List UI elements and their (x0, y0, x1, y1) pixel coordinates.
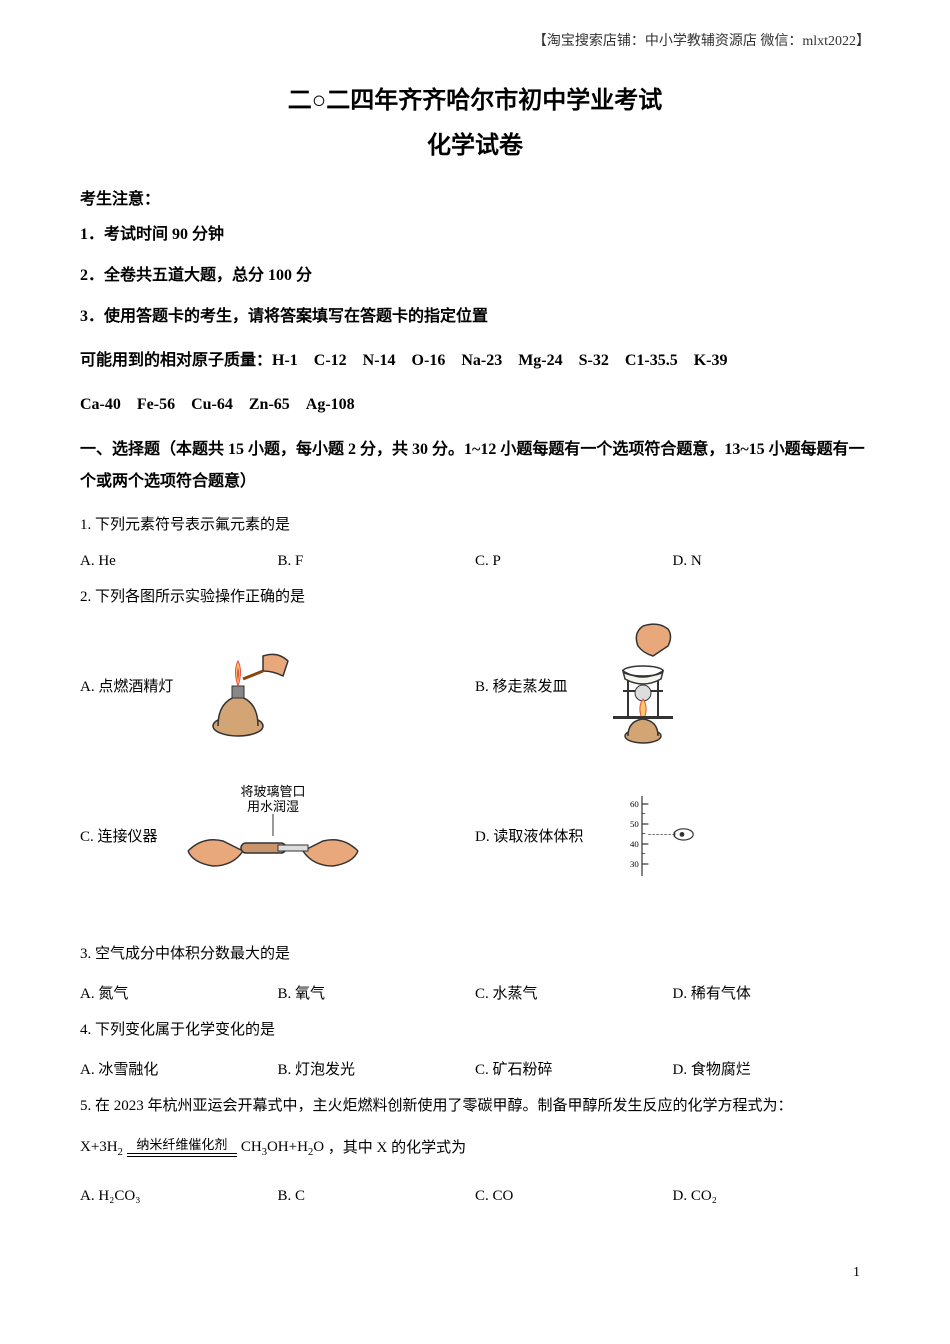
exam-subtitle: 化学试卷 (80, 125, 870, 160)
q1-b: B. F (278, 553, 476, 570)
q2-opt-d: D. 读取液体体积 60 50 40 30 (475, 776, 870, 896)
q2-opt-b: B. 移走蒸发皿 (475, 626, 870, 746)
q4-d: D. 食物腐烂 (673, 1058, 871, 1079)
header-watermark: 【淘宝搜索店铺：中小学教辅资源店 微信：mlxt2022】 (80, 30, 870, 50)
q1-a: A. He (80, 553, 278, 570)
notice-heading: 考生注意： (80, 185, 870, 209)
q4-options: A. 冰雪融化 B. 灯泡发光 C. 矿石粉碎 D. 食物腐烂 (80, 1058, 870, 1079)
q2-options: A. 点燃酒精灯 B. 移走蒸发皿 (80, 626, 870, 926)
notice-3: 3．使用答题卡的考生，请将答案填写在答题卡的指定位置 (80, 303, 870, 332)
q4-b: B. 灯泡发光 (278, 1058, 476, 1079)
annot-2: 用水润湿 (247, 799, 299, 814)
q4-text: 4. 下列变化属于化学变化的是 (80, 1017, 870, 1044)
formula-right: CH3OH+H2O (241, 1134, 324, 1163)
page-container: 【淘宝搜索店铺：中小学教辅资源店 微信：mlxt2022】 二○二四年齐齐哈尔市… (0, 0, 950, 1321)
q3-c: C. 水蒸气 (475, 982, 673, 1003)
q2-opt-c: C. 连接仪器 将玻璃管口 用水润湿 (80, 776, 475, 896)
q2-a-label: A. 点燃酒精灯 (80, 675, 173, 696)
reaction-arrow: 纳米纤维催化剂 (127, 1138, 237, 1159)
tick-40: 40 (630, 839, 639, 849)
connect-apparatus-icon: 将玻璃管口 用水润湿 (173, 781, 373, 891)
q5-c: C. CO (475, 1188, 673, 1205)
q3-options: A. 氮气 B. 氧气 C. 水蒸气 D. 稀有气体 (80, 982, 870, 1003)
q4-a: A. 冰雪融化 (80, 1058, 278, 1079)
annot-1: 将玻璃管口 (240, 784, 305, 799)
q5-options: A. H₂CO₃ B. C C. CO D. CO₂ (80, 1188, 870, 1205)
q5-tail: ，其中 X 的化学式为 (328, 1140, 466, 1156)
q1-text: 1. 下列元素符号表示氟元素的是 (80, 512, 870, 539)
catalyst-label: 纳米纤维催化剂 (136, 1138, 227, 1151)
formula-left: X+3H2 (80, 1134, 123, 1163)
notice-1: 1．考试时间 90 分钟 (80, 221, 870, 250)
q3-a: A. 氮气 (80, 982, 278, 1003)
q5-d: D. CO₂ (673, 1188, 871, 1205)
tick-50: 50 (630, 819, 639, 829)
tick-30: 30 (630, 859, 639, 869)
q5-text: 5. 在 2023 年杭州亚运会开幕式中，主火炬燃料创新使用了零碳甲醇。制备甲醇… (80, 1093, 870, 1120)
tick-60: 60 (630, 799, 639, 809)
atomic-masses-line1: 可能用到的相对原子质量：H-1 C-12 N-14 O-16 Na-23 Mg-… (80, 343, 870, 378)
graduated-cylinder-icon: 60 50 40 30 (598, 781, 718, 891)
lamp-lighting-icon (188, 631, 308, 741)
q3-b: B. 氧气 (278, 982, 476, 1003)
q1-options: A. He B. F C. P D. N (80, 553, 870, 570)
q2-opt-a: A. 点燃酒精灯 (80, 626, 475, 746)
q4-c: C. 矿石粉碎 (475, 1058, 673, 1079)
q1-d: D. N (673, 553, 871, 570)
page-number: 1 (80, 1265, 870, 1281)
q5-formula: X+3H2 纳米纤维催化剂 CH3OH+H2O ，其中 X 的化学式为 (80, 1134, 870, 1163)
q1-c: C. P (475, 553, 673, 570)
notice-2: 2．全卷共五道大题，总分 100 分 (80, 262, 870, 291)
q2-b-label: B. 移走蒸发皿 (475, 675, 568, 696)
q3-text: 3. 空气成分中体积分数最大的是 (80, 941, 870, 968)
q5-b: B. C (278, 1188, 476, 1205)
q2-d-label: D. 读取液体体积 (475, 825, 583, 846)
q3-d: D. 稀有气体 (673, 982, 871, 1003)
q2-text: 2. 下列各图所示实验操作正确的是 (80, 584, 870, 611)
evaporating-dish-icon (583, 631, 703, 741)
q2-c-label: C. 连接仪器 (80, 825, 158, 846)
exam-title: 二○二四年齐齐哈尔市初中学业考试 (80, 80, 870, 115)
atomic-masses-line2: Ca-40 Fe-56 Cu-64 Zn-65 Ag-108 (80, 387, 870, 422)
section-1-heading: 一、选择题（本题共 15 小题，每小题 2 分，共 30 分。1~12 小题每题… (80, 434, 870, 498)
q5-a: A. H₂CO₃ (80, 1188, 278, 1205)
